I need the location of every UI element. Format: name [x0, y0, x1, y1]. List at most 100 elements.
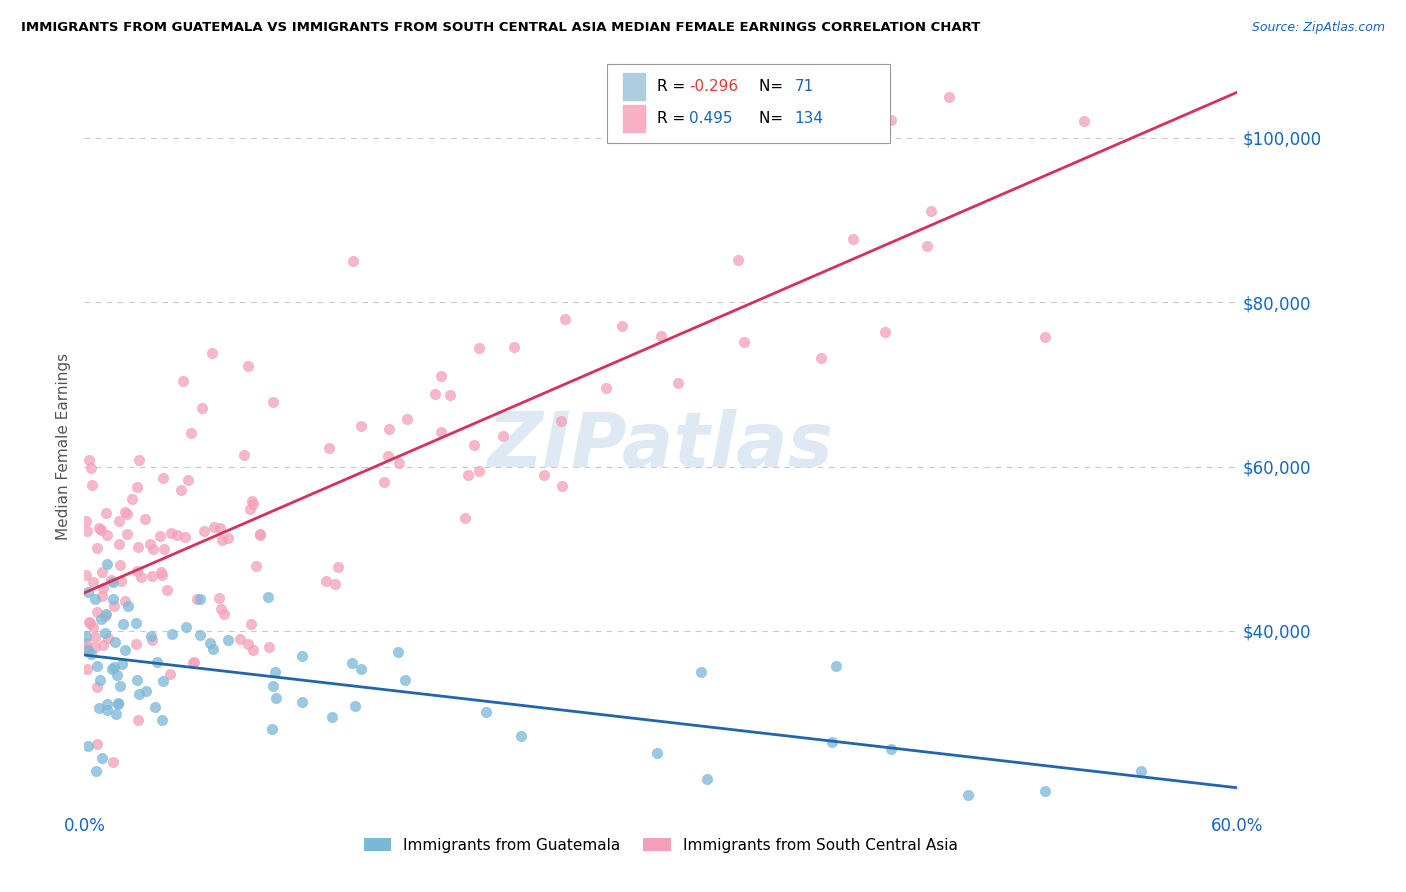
Point	[125, 637, 148, 651]
Point	[76, 662, 98, 676]
Point	[262, 395, 284, 409]
Point	[172, 375, 194, 389]
Point	[104, 707, 127, 722]
Point	[439, 388, 461, 402]
Point	[208, 591, 231, 606]
Point	[166, 528, 188, 542]
Point	[77, 643, 100, 657]
Point	[198, 636, 221, 650]
Point	[183, 655, 205, 669]
Point	[193, 524, 215, 539]
Point	[82, 574, 104, 589]
Point	[263, 665, 285, 680]
Point	[111, 617, 134, 632]
Point	[101, 662, 124, 676]
Point	[159, 666, 181, 681]
Point	[89, 673, 111, 687]
Point	[262, 679, 284, 693]
Point	[75, 629, 97, 643]
Point	[186, 591, 208, 606]
Point	[212, 607, 235, 621]
Point	[474, 705, 496, 719]
Point	[174, 620, 197, 634]
Point	[208, 521, 231, 535]
Point	[1033, 784, 1056, 798]
Point	[502, 340, 524, 354]
Point	[842, 232, 865, 246]
Point	[107, 698, 129, 712]
Point	[249, 528, 271, 542]
Point	[139, 537, 162, 551]
Point	[94, 626, 117, 640]
Point	[86, 541, 108, 555]
Point	[114, 594, 136, 608]
Point	[242, 643, 264, 657]
Point	[454, 511, 477, 525]
Point	[430, 368, 453, 383]
Point	[125, 616, 148, 631]
Point	[127, 673, 149, 687]
Point	[107, 696, 129, 710]
Point	[176, 473, 198, 487]
Point	[75, 567, 97, 582]
Point	[238, 637, 260, 651]
Point	[291, 695, 314, 709]
Point	[727, 253, 749, 268]
Point	[1130, 764, 1153, 778]
Point	[90, 612, 112, 626]
Text: -0.296: -0.296	[689, 79, 738, 94]
Point	[315, 574, 337, 588]
Point	[97, 631, 120, 645]
Point	[139, 629, 162, 643]
Point	[650, 328, 672, 343]
Point	[121, 492, 143, 507]
Point	[104, 635, 127, 649]
Point	[86, 659, 108, 673]
Y-axis label: Median Female Earnings: Median Female Earnings	[56, 352, 72, 540]
Point	[820, 735, 842, 749]
Point	[232, 448, 254, 462]
Point	[127, 714, 149, 728]
Point	[377, 449, 399, 463]
Point	[492, 429, 515, 443]
Point	[1073, 114, 1095, 128]
Point	[142, 541, 165, 556]
Point	[80, 461, 103, 475]
Point	[645, 746, 668, 760]
Point	[141, 632, 163, 647]
Point	[110, 574, 132, 588]
Point	[146, 655, 169, 669]
Point	[108, 515, 131, 529]
Point	[108, 537, 131, 551]
Point	[149, 529, 172, 543]
Point	[170, 483, 193, 497]
Point	[86, 737, 108, 751]
Point	[240, 494, 263, 508]
Point	[240, 617, 263, 632]
Point	[825, 659, 848, 673]
Point	[342, 254, 364, 268]
Point	[150, 567, 173, 582]
Point	[211, 533, 233, 547]
Point	[79, 453, 101, 467]
Point	[696, 772, 718, 786]
Point	[803, 130, 825, 145]
Point	[77, 585, 100, 599]
Point	[114, 643, 136, 657]
Point	[90, 523, 112, 537]
Point	[256, 591, 278, 605]
Point	[103, 599, 125, 614]
Point	[217, 633, 239, 648]
Point	[264, 690, 287, 705]
Point	[733, 334, 755, 349]
Point	[117, 527, 139, 541]
Point	[209, 602, 232, 616]
Point	[920, 203, 942, 218]
Point	[150, 713, 173, 727]
Point	[94, 506, 117, 520]
Point	[533, 468, 555, 483]
Point	[117, 599, 139, 614]
Point	[96, 557, 118, 571]
Point	[91, 638, 114, 652]
Point	[143, 700, 166, 714]
